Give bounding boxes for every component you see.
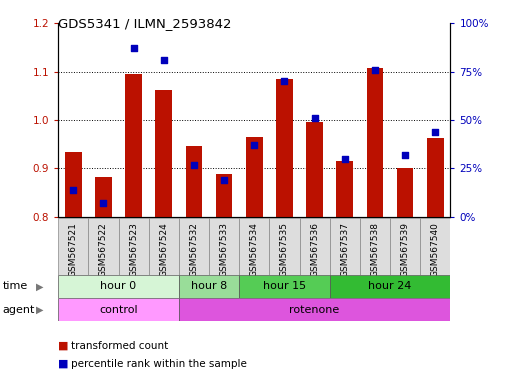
Text: ■: ■ bbox=[58, 341, 69, 351]
Bar bbox=[389, 218, 419, 275]
Text: time: time bbox=[3, 281, 28, 291]
Text: ■: ■ bbox=[58, 359, 69, 369]
Text: GSM567537: GSM567537 bbox=[339, 222, 348, 277]
Text: percentile rank within the sample: percentile rank within the sample bbox=[71, 359, 246, 369]
Bar bbox=[178, 275, 239, 298]
Bar bbox=[269, 218, 299, 275]
Point bbox=[220, 177, 228, 183]
Bar bbox=[95, 177, 112, 217]
Text: ▶: ▶ bbox=[36, 281, 44, 291]
Text: GDS5341 / ILMN_2593842: GDS5341 / ILMN_2593842 bbox=[58, 17, 231, 30]
Point bbox=[99, 200, 107, 207]
Point bbox=[400, 152, 409, 158]
Text: GSM567539: GSM567539 bbox=[400, 222, 409, 277]
Text: GSM567533: GSM567533 bbox=[219, 222, 228, 277]
Bar bbox=[88, 218, 118, 275]
Bar bbox=[426, 138, 443, 217]
Bar bbox=[209, 218, 239, 275]
Text: hour 24: hour 24 bbox=[368, 281, 411, 291]
Bar bbox=[215, 174, 232, 217]
Bar bbox=[419, 218, 449, 275]
Point bbox=[430, 129, 438, 135]
Text: GSM567535: GSM567535 bbox=[279, 222, 288, 277]
Bar bbox=[396, 167, 413, 217]
Point bbox=[310, 115, 318, 121]
Point bbox=[340, 156, 348, 162]
Text: transformed count: transformed count bbox=[71, 341, 168, 351]
Text: GSM567532: GSM567532 bbox=[189, 222, 198, 277]
Text: GSM567522: GSM567522 bbox=[99, 222, 108, 277]
Bar bbox=[336, 161, 352, 217]
Point bbox=[280, 78, 288, 84]
Text: GSM567534: GSM567534 bbox=[249, 222, 258, 277]
Bar bbox=[329, 275, 449, 298]
Text: GSM567524: GSM567524 bbox=[159, 222, 168, 277]
Point bbox=[189, 162, 197, 168]
Bar bbox=[329, 218, 359, 275]
Bar bbox=[299, 218, 329, 275]
Bar bbox=[65, 152, 81, 217]
Text: hour 15: hour 15 bbox=[263, 281, 306, 291]
Text: rotenone: rotenone bbox=[289, 305, 339, 314]
Text: control: control bbox=[99, 305, 137, 314]
Point bbox=[69, 187, 77, 193]
Bar bbox=[178, 298, 449, 321]
Bar bbox=[239, 218, 269, 275]
Text: GSM567538: GSM567538 bbox=[370, 222, 379, 277]
Bar bbox=[306, 122, 322, 217]
Bar bbox=[58, 218, 88, 275]
Bar bbox=[178, 218, 209, 275]
Text: hour 8: hour 8 bbox=[190, 281, 227, 291]
Bar bbox=[185, 146, 202, 217]
Text: GSM567536: GSM567536 bbox=[310, 222, 319, 277]
Text: ▶: ▶ bbox=[36, 305, 44, 314]
Text: GSM567523: GSM567523 bbox=[129, 222, 138, 277]
Text: hour 0: hour 0 bbox=[100, 281, 136, 291]
Point bbox=[160, 57, 168, 63]
Text: GSM567521: GSM567521 bbox=[69, 222, 78, 277]
Bar bbox=[58, 275, 178, 298]
Point bbox=[250, 142, 258, 148]
Bar bbox=[58, 298, 178, 321]
Point bbox=[370, 66, 378, 73]
Bar bbox=[359, 218, 389, 275]
Point bbox=[129, 45, 137, 51]
Bar bbox=[118, 218, 148, 275]
Bar bbox=[276, 79, 292, 217]
Text: agent: agent bbox=[3, 305, 35, 314]
Bar bbox=[125, 74, 141, 217]
Bar bbox=[155, 90, 172, 217]
Text: GSM567540: GSM567540 bbox=[430, 222, 439, 277]
Bar bbox=[245, 137, 262, 217]
Bar bbox=[366, 68, 382, 217]
Bar bbox=[148, 218, 178, 275]
Bar bbox=[239, 275, 329, 298]
